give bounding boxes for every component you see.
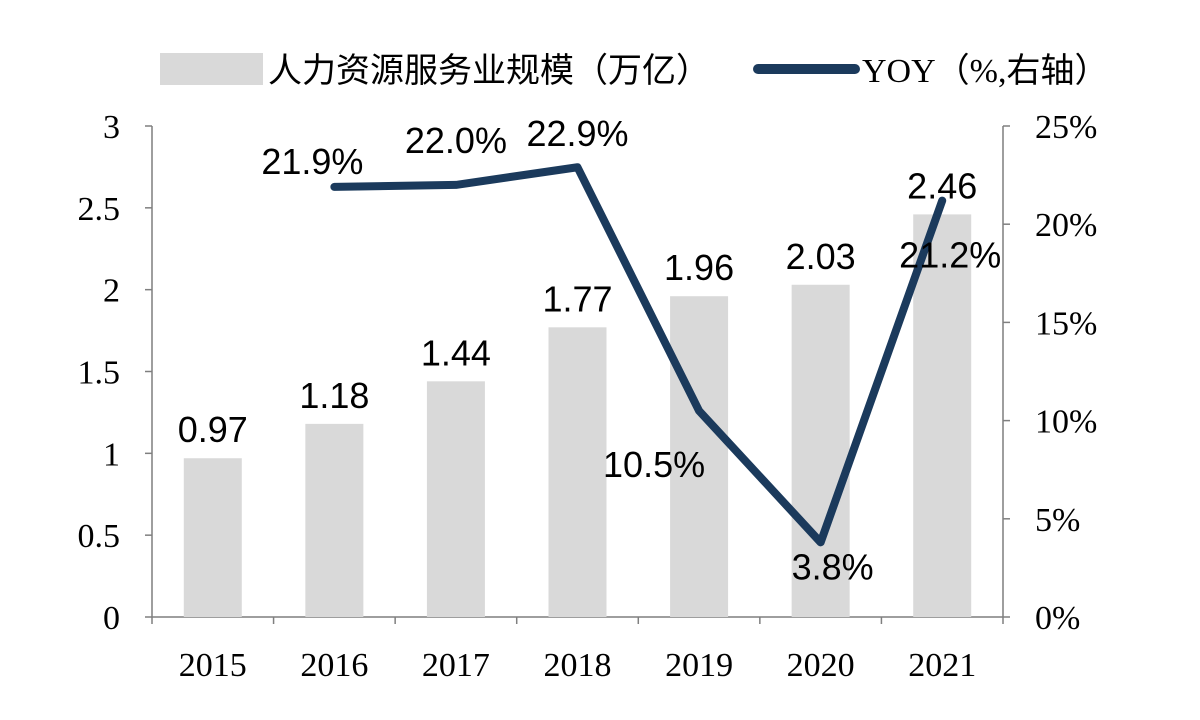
left-tick-label: 1 [103,436,120,473]
bar-data-label: 1.77 [542,278,612,319]
x-tick-label: 2016 [300,647,368,684]
legend-line-label: YOY（%,右轴） [862,52,1108,90]
yoy-data-label: 22.9% [526,113,628,154]
left-tick-label: 3 [103,109,120,146]
right-tick-label: 20% [1035,207,1097,244]
left-tick-label: 2 [103,273,120,310]
right-tick-label: 15% [1035,305,1097,342]
right-tick-label: 5% [1035,502,1080,539]
right-tick-label: 0% [1035,600,1080,637]
legend-bar-label: 人力资源服务业规模（万亿） [268,52,710,90]
bar [548,327,607,617]
bar-data-labels: 0.971.181.441.771.96 2.032.46 [178,165,978,450]
x-tick-label: 2017 [422,647,490,684]
x-axis-ticks: 2015 2016 2017 2018 2019 2020 2021 [151,617,1004,684]
left-tick-label: 2.5 [78,191,121,228]
yoy-data-label: 10.5% [603,444,705,485]
yoy-data-label: 3.8% [792,546,874,587]
yoy-data-label: 21.9% [261,141,363,182]
bar-data-label: 1.96 [664,247,734,288]
bar-data-label: 1.44 [421,332,491,373]
yoy-line-series [330,163,947,547]
right-tick-label: 10% [1035,404,1097,441]
x-tick-label: 2019 [665,647,733,684]
bar-data-label: 1.18 [299,375,369,416]
bar [913,214,972,617]
right-tick-label: 25% [1035,109,1097,146]
bar [426,381,485,617]
bar [791,284,850,617]
bar [305,423,364,617]
x-tick-label: 2021 [908,647,976,684]
yoy-data-label: 21.2% [899,235,1001,276]
bar [670,296,729,617]
right-axis-ticks: 0% 5% 10% 15% 20% 25% [1003,109,1097,637]
bar [183,458,242,617]
legend: 人力资源服务业规模（万亿） YOY（%,右轴） [160,52,1108,90]
bar-data-label: 2.03 [786,236,856,277]
left-tick-label: 0 [103,600,120,637]
yoy-data-labels: 21.9% 22.0% 22.9% 10.5% 3.8% 21.2% [261,113,1001,587]
left-tick-label: 1.5 [78,355,121,392]
x-tick-label: 2015 [179,647,247,684]
left-axis-ticks: 0 0.5 1 1.5 2 2.5 3 [78,109,152,637]
x-tick-label: 2018 [544,647,612,684]
yoy-line [330,163,947,547]
yoy-data-label: 22.0% [405,120,507,161]
bar-data-label: 0.97 [178,409,248,450]
bar-series [183,214,972,617]
x-tick-label: 2020 [787,647,855,684]
left-tick-label: 0.5 [78,518,121,555]
legend-bar-swatch [160,53,263,85]
